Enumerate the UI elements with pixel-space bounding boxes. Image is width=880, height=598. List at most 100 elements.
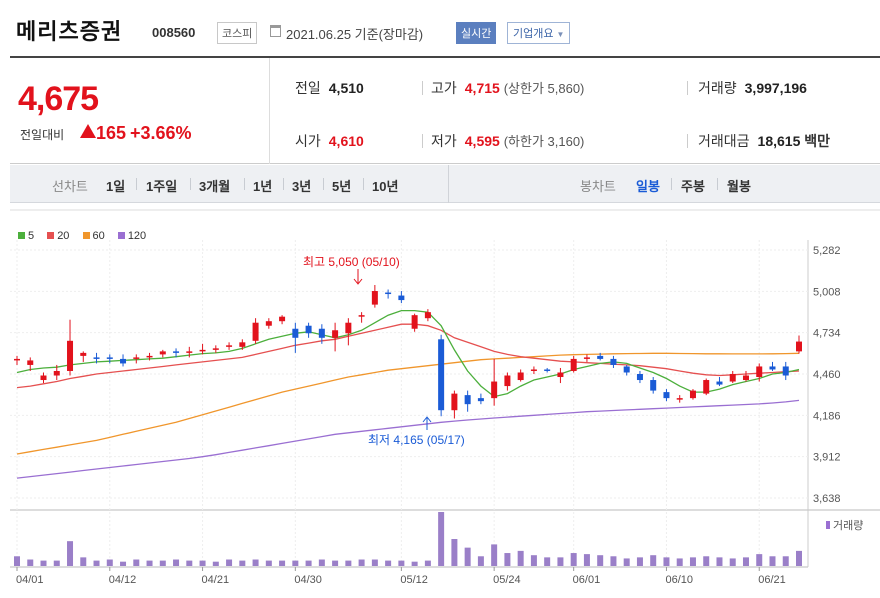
volume-bar [371,559,378,566]
volume-bar [597,555,604,566]
y-tick-label: 5,008 [813,286,841,298]
realtime-button[interactable]: 실시간 [456,22,497,44]
volume-bar [279,560,286,566]
candle-body [318,328,325,338]
volume-bar [676,558,683,566]
volume-bar [557,557,564,566]
volume-value: 3,997,196 [744,80,807,96]
x-tick-label: 05/24 [493,574,521,586]
market-badge: 코스피 [217,22,258,44]
volume-bar [769,556,776,566]
prev-close-label: 전일 [295,80,321,96]
period-3m[interactable]: 3개월 [199,179,231,194]
chart-legend: 5 20 60 120 [18,230,156,242]
change-value: 165 [96,123,127,143]
stock-code: 008560 [152,25,196,40]
candle-body [689,390,696,399]
candle-body [544,369,551,371]
candle-chart-label: 봉차트 [580,179,616,194]
lower-limit: (하한가 3,160) [503,134,585,149]
volume-bar [318,559,325,566]
legend-ma120: 120 [117,230,146,242]
period-1d[interactable]: 1일 [106,179,126,194]
volume-bar [159,560,166,566]
volume-legend-swatch [826,521,830,529]
volume-bar [716,557,723,566]
volume-bar [782,556,789,566]
open-label: 시가 [295,133,321,149]
turnover-value: 18,615 [757,133,801,149]
candle-body [305,325,312,334]
volume-bar [411,561,418,566]
volume-bar [53,560,60,566]
candle-body [332,330,339,338]
candle-body [358,315,365,317]
period-1y[interactable]: 1년 [253,179,273,194]
candle-body [504,375,511,387]
candle-body [756,366,763,378]
company-info-dropdown[interactable]: 기업개요 ▼ [507,22,571,44]
candle-body [411,315,418,329]
volume-bar [80,557,87,566]
legend-ma5-swatch [18,232,25,239]
volume-label: 거래량 [698,80,737,96]
turnover-unit: 백만 [804,133,831,149]
candle-weekly[interactable]: 주봉 [681,179,705,194]
open-value: 4,610 [328,133,364,149]
candle-body [40,375,47,381]
high-label: 고가 [431,80,457,96]
volume-bar [67,541,74,566]
candle-body [371,291,378,305]
period-10y[interactable]: 10년 [372,179,399,194]
candle-body [252,322,259,341]
high-cell: 고가 4,715 (상한가 5,860) [431,78,584,98]
legend-ma20-swatch [47,232,55,239]
volume-bar [610,556,617,566]
volume-bar [292,560,299,566]
volume-bar [438,512,445,566]
ma-120-line [16,399,800,479]
candle-body [212,348,219,350]
candle-body [14,358,20,361]
low-label: 저가 [431,133,457,149]
y-tick-label: 5,282 [813,245,841,257]
up-arrow-icon [80,124,96,138]
high-value: 4,715 [464,80,500,96]
period-1w[interactable]: 1주일 [146,179,178,194]
legend-ma5: 5 [18,230,34,242]
legend-ma60-swatch [82,232,90,239]
y-tick-label: 4,186 [813,410,841,422]
period-5y[interactable]: 5년 [332,179,352,194]
candle-body [67,340,74,371]
period-3y[interactable]: 3년 [292,179,312,194]
candle-daily[interactable]: 일봉 [636,179,660,194]
volume-bar [663,557,670,566]
volume-bar [385,560,392,566]
candle-body [199,349,206,352]
x-tick-label: 04/30 [294,574,322,586]
high-annotation: 최고 5,050 (05/10) [303,255,400,269]
candle-body [557,372,564,378]
candle-body [796,341,802,352]
volume-bar [14,556,20,566]
candle-body [517,372,524,381]
candle-body [663,392,670,399]
x-tick-label: 06/10 [665,574,693,586]
volume-bar [650,555,657,566]
legend-ma20-label: 20 [57,230,70,242]
candle-monthly[interactable]: 월봉 [727,179,751,194]
candle-body [438,339,445,411]
volume-bar [517,550,524,566]
x-tick-label: 04/01 [16,574,44,586]
candle-body [265,321,272,326]
candle-body [424,312,431,319]
volume-bar [530,555,537,566]
candle-body [583,357,590,359]
x-tick-label: 06/01 [573,574,601,586]
company-info-label: 기업개요 [513,28,554,40]
candle-body [146,355,153,358]
volume-bar [464,547,471,566]
price-box: 4,675 전일대비 165 +3.66% [10,58,270,164]
volume-bar [636,557,643,566]
low-annotation: 최저 4,165 (05/17) [368,433,465,447]
